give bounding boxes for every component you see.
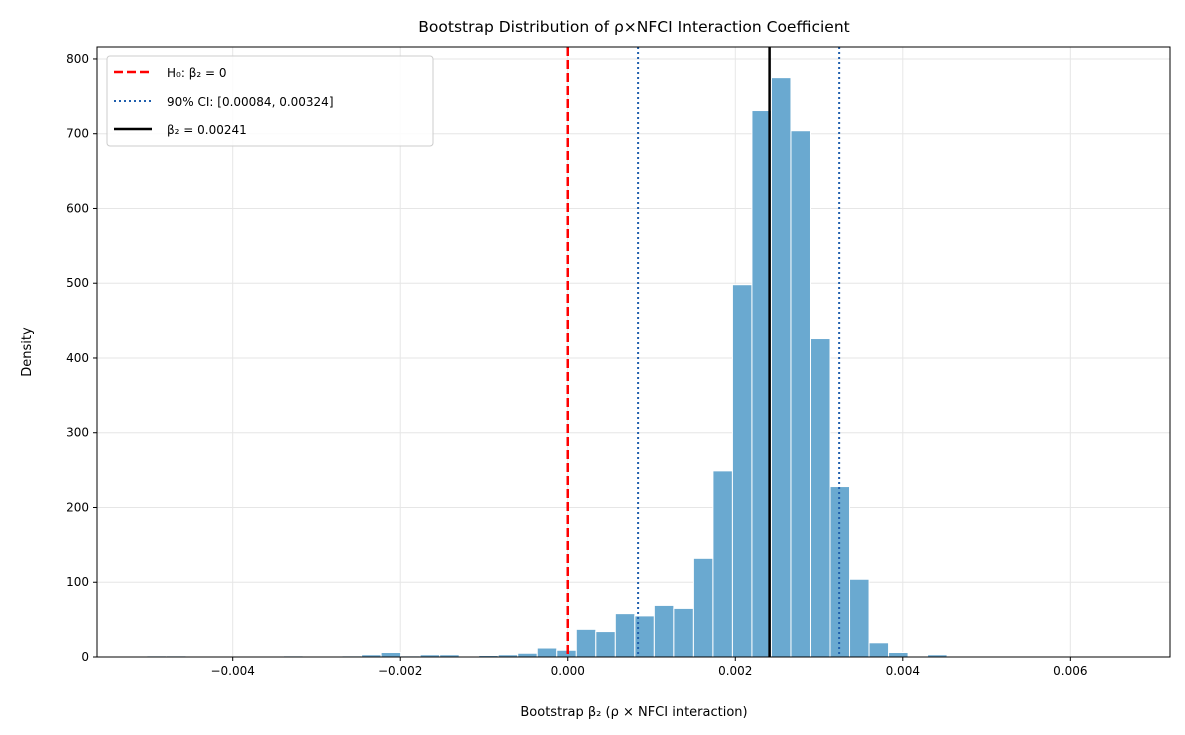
histogram-bar bbox=[790, 130, 811, 658]
y-tick-label: 300 bbox=[66, 426, 89, 440]
histogram-bar bbox=[849, 578, 870, 658]
y-axis-label: Density bbox=[20, 327, 35, 377]
x-tick-label: 0.002 bbox=[718, 664, 752, 678]
plot-frame bbox=[96, 46, 1171, 658]
legend-label-beta: β₂ = 0.00241 bbox=[167, 123, 247, 137]
histogram-bar bbox=[770, 77, 792, 658]
histogram-bar bbox=[517, 652, 538, 658]
y-tick-label: 200 bbox=[66, 500, 89, 514]
x-tick-label: 0.000 bbox=[551, 664, 585, 678]
reference-lines bbox=[566, 47, 841, 657]
y-tick-label: 700 bbox=[66, 127, 89, 141]
y-axis-ticks: 0 100 200 300 400 500 600 700 800 bbox=[66, 52, 97, 664]
y-tick-label: 500 bbox=[66, 276, 89, 290]
histogram-bar bbox=[731, 284, 753, 658]
histogram-bar bbox=[673, 607, 694, 658]
y-tick-label: 400 bbox=[66, 351, 89, 365]
x-tick-label: −0.002 bbox=[378, 664, 422, 678]
histogram-bar bbox=[868, 642, 890, 658]
y-tick-label: 800 bbox=[66, 52, 89, 66]
histogram-bar bbox=[712, 470, 733, 658]
chart-title: Bootstrap Distribution of ρ×NFCI Interac… bbox=[418, 18, 849, 36]
x-tick-label: −0.004 bbox=[210, 664, 254, 678]
histogram-bar bbox=[380, 652, 402, 658]
legend-box bbox=[106, 55, 434, 147]
grid bbox=[97, 47, 1170, 658]
histogram-bar bbox=[653, 604, 675, 658]
y-tick-label: 0 bbox=[81, 650, 89, 664]
histogram-bar bbox=[595, 631, 616, 658]
histogram-bar bbox=[809, 338, 831, 658]
histogram-bar bbox=[536, 647, 558, 658]
x-axis-ticks: −0.004 −0.002 0.000 0.002 0.004 0.006 bbox=[210, 657, 1088, 678]
histogram-bar bbox=[692, 557, 714, 658]
bars bbox=[146, 77, 1124, 658]
y-tick-label: 600 bbox=[66, 201, 89, 215]
histogram-bar bbox=[888, 652, 909, 658]
x-tick-label: 0.004 bbox=[886, 664, 920, 678]
x-axis-label: Bootstrap β₂ (ρ × NFCI interaction) bbox=[520, 705, 747, 720]
legend-label-h0: H₀: β₂ = 0 bbox=[167, 66, 226, 80]
histogram-bar bbox=[575, 628, 597, 658]
legend: H₀: β₂ = 0 90% CI: [0.00084, 0.00324] β₂… bbox=[106, 55, 434, 147]
y-tick-label: 100 bbox=[66, 575, 89, 589]
x-tick-label: 0.006 bbox=[1053, 664, 1087, 678]
legend-label-ci: 90% CI: [0.00084, 0.00324] bbox=[167, 95, 334, 109]
histogram-bar bbox=[614, 613, 636, 658]
